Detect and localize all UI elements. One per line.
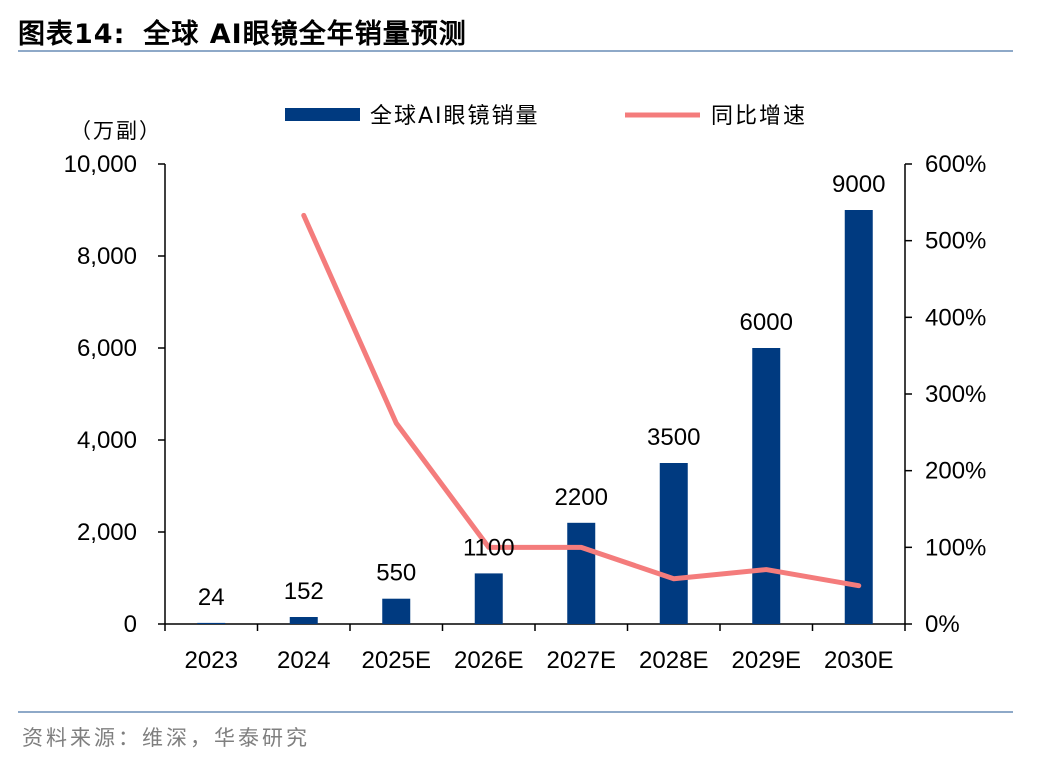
figure-title: 全球 AI眼镜全年销量预测 xyxy=(143,19,467,50)
bar xyxy=(567,522,596,624)
bar xyxy=(197,622,226,624)
bar-data-label: 152 xyxy=(284,578,324,605)
y-right-tick-label: 500% xyxy=(925,228,986,255)
x-tick-label: 2023 xyxy=(185,647,238,674)
data-labels: 24 152 550 1100 2200 3500 6000 9000 xyxy=(198,171,886,611)
chart-title: 图表14: 全球 AI眼镜全年销量预测 xyxy=(18,12,467,51)
legend-swatch-bar xyxy=(285,108,360,121)
bar-data-label: 2200 xyxy=(555,484,608,511)
bar xyxy=(844,210,873,624)
x-tick-label: 2029E xyxy=(732,647,801,674)
y-left-tick-label: 10,000 xyxy=(64,151,137,178)
y-left-unit-label: （万副） xyxy=(70,119,162,143)
bar xyxy=(659,463,688,624)
y-right-tick-label: 100% xyxy=(925,534,986,561)
x-tick-label: 2026E xyxy=(454,647,523,674)
x-tick-label: 2030E xyxy=(824,647,893,674)
line-series xyxy=(301,212,862,589)
y-right-tick-label: 400% xyxy=(925,304,986,331)
x-tick-label: 2025E xyxy=(362,647,431,674)
bar-data-label: 1100 xyxy=(463,534,515,561)
x-tick-label: 2027E xyxy=(547,647,616,674)
y-left-tick-label: 4,000 xyxy=(77,427,137,454)
bar-data-label: 3500 xyxy=(647,424,700,451)
x-tick-label: 2024 xyxy=(277,647,330,674)
figure-number: 图表14: xyxy=(18,19,126,50)
y-left-tick-label: 2,000 xyxy=(77,519,137,546)
title-divider xyxy=(18,50,1013,52)
bar xyxy=(752,348,781,624)
legend-label-line: 同比增速 xyxy=(711,104,807,129)
source-divider xyxy=(18,711,1013,713)
source-note: 资料来源：维深，华泰研究 xyxy=(22,726,310,750)
bar-series xyxy=(197,210,873,624)
bar-data-label: 550 xyxy=(376,560,416,587)
legend: 全球AI眼镜销量 同比增速 xyxy=(285,104,807,129)
bar-data-label: 9000 xyxy=(832,171,885,198)
y-right-tick-label: 300% xyxy=(925,381,986,408)
y-left-tick-label: 6,000 xyxy=(77,335,137,362)
y-right-tick-label: 0% xyxy=(925,611,960,638)
y-left-tick-label: 8,000 xyxy=(77,243,137,270)
bar-data-label: 6000 xyxy=(740,309,793,336)
y-left-tick-label: 0 xyxy=(124,611,137,638)
y-right-tick-label: 200% xyxy=(925,458,986,485)
bar xyxy=(474,573,503,624)
y-right-tick-label: 600% xyxy=(925,151,986,178)
bar xyxy=(289,617,318,624)
bar xyxy=(382,598,411,624)
x-tick-label: 2028E xyxy=(639,647,708,674)
legend-label-bar: 全球AI眼镜销量 xyxy=(370,104,540,129)
axes: 0 2,000 4,000 6,000 8,000 10,000 0% 100% 200% 300… xyxy=(64,151,987,674)
bar-data-label: 24 xyxy=(198,584,225,611)
